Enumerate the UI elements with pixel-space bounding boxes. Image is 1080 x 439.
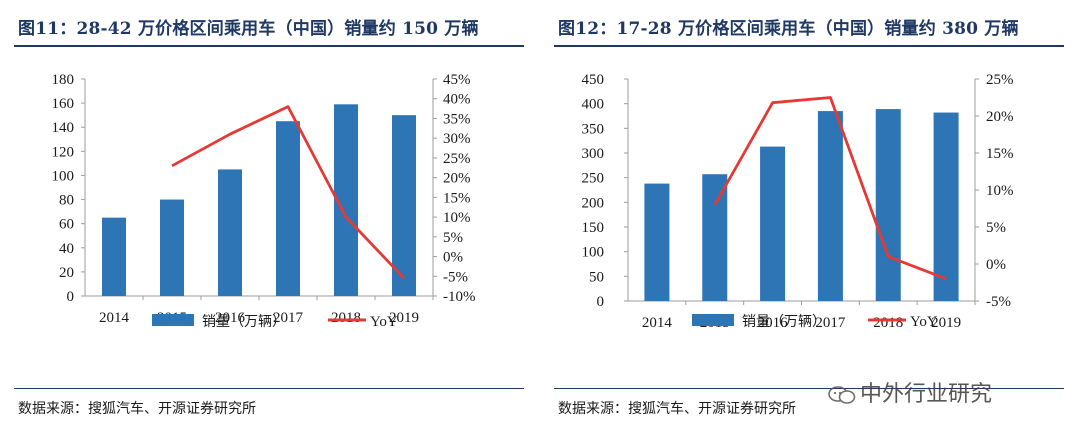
y-tick-label-right: 20% <box>986 109 1014 125</box>
yoy-line <box>713 96 947 281</box>
legend-bar-swatch <box>152 314 194 326</box>
y-tick-label-right: 10% <box>986 183 1014 199</box>
y-tick-label-right: 15% <box>443 190 471 206</box>
chart-panel-left: 图11：28-42 万价格区间乘用车（中国）销量约 150 万辆 0 20 40 60… <box>14 19 524 417</box>
y-tick-label-right: 25% <box>986 72 1014 88</box>
title-divider <box>14 45 524 47</box>
x-tick-label: 2016 <box>758 315 789 331</box>
y-tick-label-left: 250 <box>582 171 605 187</box>
y-tick-label-right: 35% <box>443 111 471 127</box>
y-tick-label-left: 100 <box>582 245 605 261</box>
x-tick-label: 2019 <box>931 315 961 331</box>
bar-2018 <box>875 109 901 302</box>
y-tick-label-left: 300 <box>582 146 605 162</box>
bar-line-chart-11: 0 20 40 60 80 100 120 140 160 180 -10% -5% 0% 5% 10% 15… <box>52 72 476 330</box>
y-tick-label-right: 40% <box>443 92 471 108</box>
y-tick-label-left: 140 <box>52 120 75 136</box>
legend-bar-swatch <box>692 314 734 326</box>
y-tick-label-right: 20% <box>443 171 471 187</box>
y-tick-label-right: -5% <box>986 294 1011 310</box>
source-note: 数据来源：搜狐汽车、开源证券研究所 <box>558 401 796 417</box>
bar-2014 <box>644 183 670 301</box>
chart-title: 图12：17-28 万价格区间乘用车（中国）销量约 380 万辆 <box>558 19 1019 39</box>
chart-title: 图11：28-42 万价格区间乘用车（中国）销量约 150 万辆 <box>18 19 479 39</box>
y-tick-label-right: 45% <box>443 72 471 88</box>
y-tick-label-left: 450 <box>582 72 605 88</box>
y-tick-label-left: 150 <box>582 220 605 236</box>
y-tick-label-left: 120 <box>52 144 75 160</box>
bar-2017 <box>276 121 300 296</box>
legend-line-label: YoY <box>370 314 398 330</box>
x-tick-label: 2018 <box>331 310 361 326</box>
bar-2016 <box>218 169 242 296</box>
source-note: 数据来源：搜狐汽车、开源证券研究所 <box>18 401 256 417</box>
y-tick-label-right: 5% <box>443 230 463 246</box>
y-tick-label-left: 0 <box>597 294 605 310</box>
legend-bar-label: 销量（万辆） <box>742 314 826 330</box>
x-tick-label: 2014 <box>99 310 130 326</box>
y-tick-label-left: 60 <box>59 217 74 233</box>
y-tick-label-left: 350 <box>582 121 605 137</box>
y-tick-label-right: -10% <box>443 289 476 305</box>
x-tick-label: 2017 <box>273 310 304 326</box>
y-tick-label-left: 400 <box>582 97 605 113</box>
watermark: 中外行业研究 <box>828 376 992 408</box>
y-tick-label-left: 180 <box>52 72 75 88</box>
y-tick-label-right: 5% <box>986 220 1006 236</box>
source-divider <box>554 388 1064 389</box>
title-divider <box>554 45 1064 47</box>
y-tick-label-right: 0% <box>443 250 463 266</box>
y-tick-label-right: 15% <box>986 146 1014 162</box>
wechat-bubble-icon <box>828 386 856 404</box>
y-tick-label-right: 25% <box>443 151 471 167</box>
y-tick-label-left: 0 <box>67 289 75 305</box>
bar-2015 <box>702 174 728 301</box>
bar-line-chart-12: 0 50 100 150 200 250 300 350 400 450 -5% 0% 5% 10% 15%… <box>582 72 1014 331</box>
y-tick-label-left: 20 <box>59 265 74 281</box>
bar-2014 <box>102 217 126 296</box>
y-tick-label-right: -5% <box>443 269 468 285</box>
yoy-line <box>171 105 406 280</box>
y-tick-label-left: 40 <box>59 241 74 257</box>
bar-2019 <box>392 115 416 297</box>
y-tick-label-right: 10% <box>443 210 471 226</box>
y-tick-label-left: 100 <box>52 168 75 184</box>
x-tick-label: 2016 <box>215 310 246 326</box>
y-tick-label-right: 0% <box>986 257 1006 273</box>
source-divider <box>14 388 524 389</box>
y-tick-label-left: 160 <box>52 96 75 112</box>
legend-line-label: YoY <box>910 314 938 330</box>
bar-2019 <box>933 112 959 302</box>
y-tick-label-left: 50 <box>589 269 604 285</box>
y-tick-label-left: 200 <box>582 195 605 211</box>
watermark-text: 中外行业研究 <box>860 382 993 407</box>
x-tick-label: 2014 <box>642 315 673 331</box>
legend-bar-label: 销量（万辆） <box>202 314 286 330</box>
chart-panel-right: 图12：17-28 万价格区间乘用车（中国）销量约 380 万辆 0 50 100 1… <box>540 0 1080 439</box>
bar-2015 <box>160 199 184 296</box>
x-tick-label: 2018 <box>873 315 903 331</box>
bar-2017 <box>817 111 843 301</box>
bar-2016 <box>760 146 786 301</box>
x-tick-label: 2019 <box>389 310 419 326</box>
y-tick-label-right: 30% <box>443 131 471 147</box>
y-tick-label-left: 80 <box>59 193 74 209</box>
x-tick-label: 2017 <box>815 315 846 331</box>
